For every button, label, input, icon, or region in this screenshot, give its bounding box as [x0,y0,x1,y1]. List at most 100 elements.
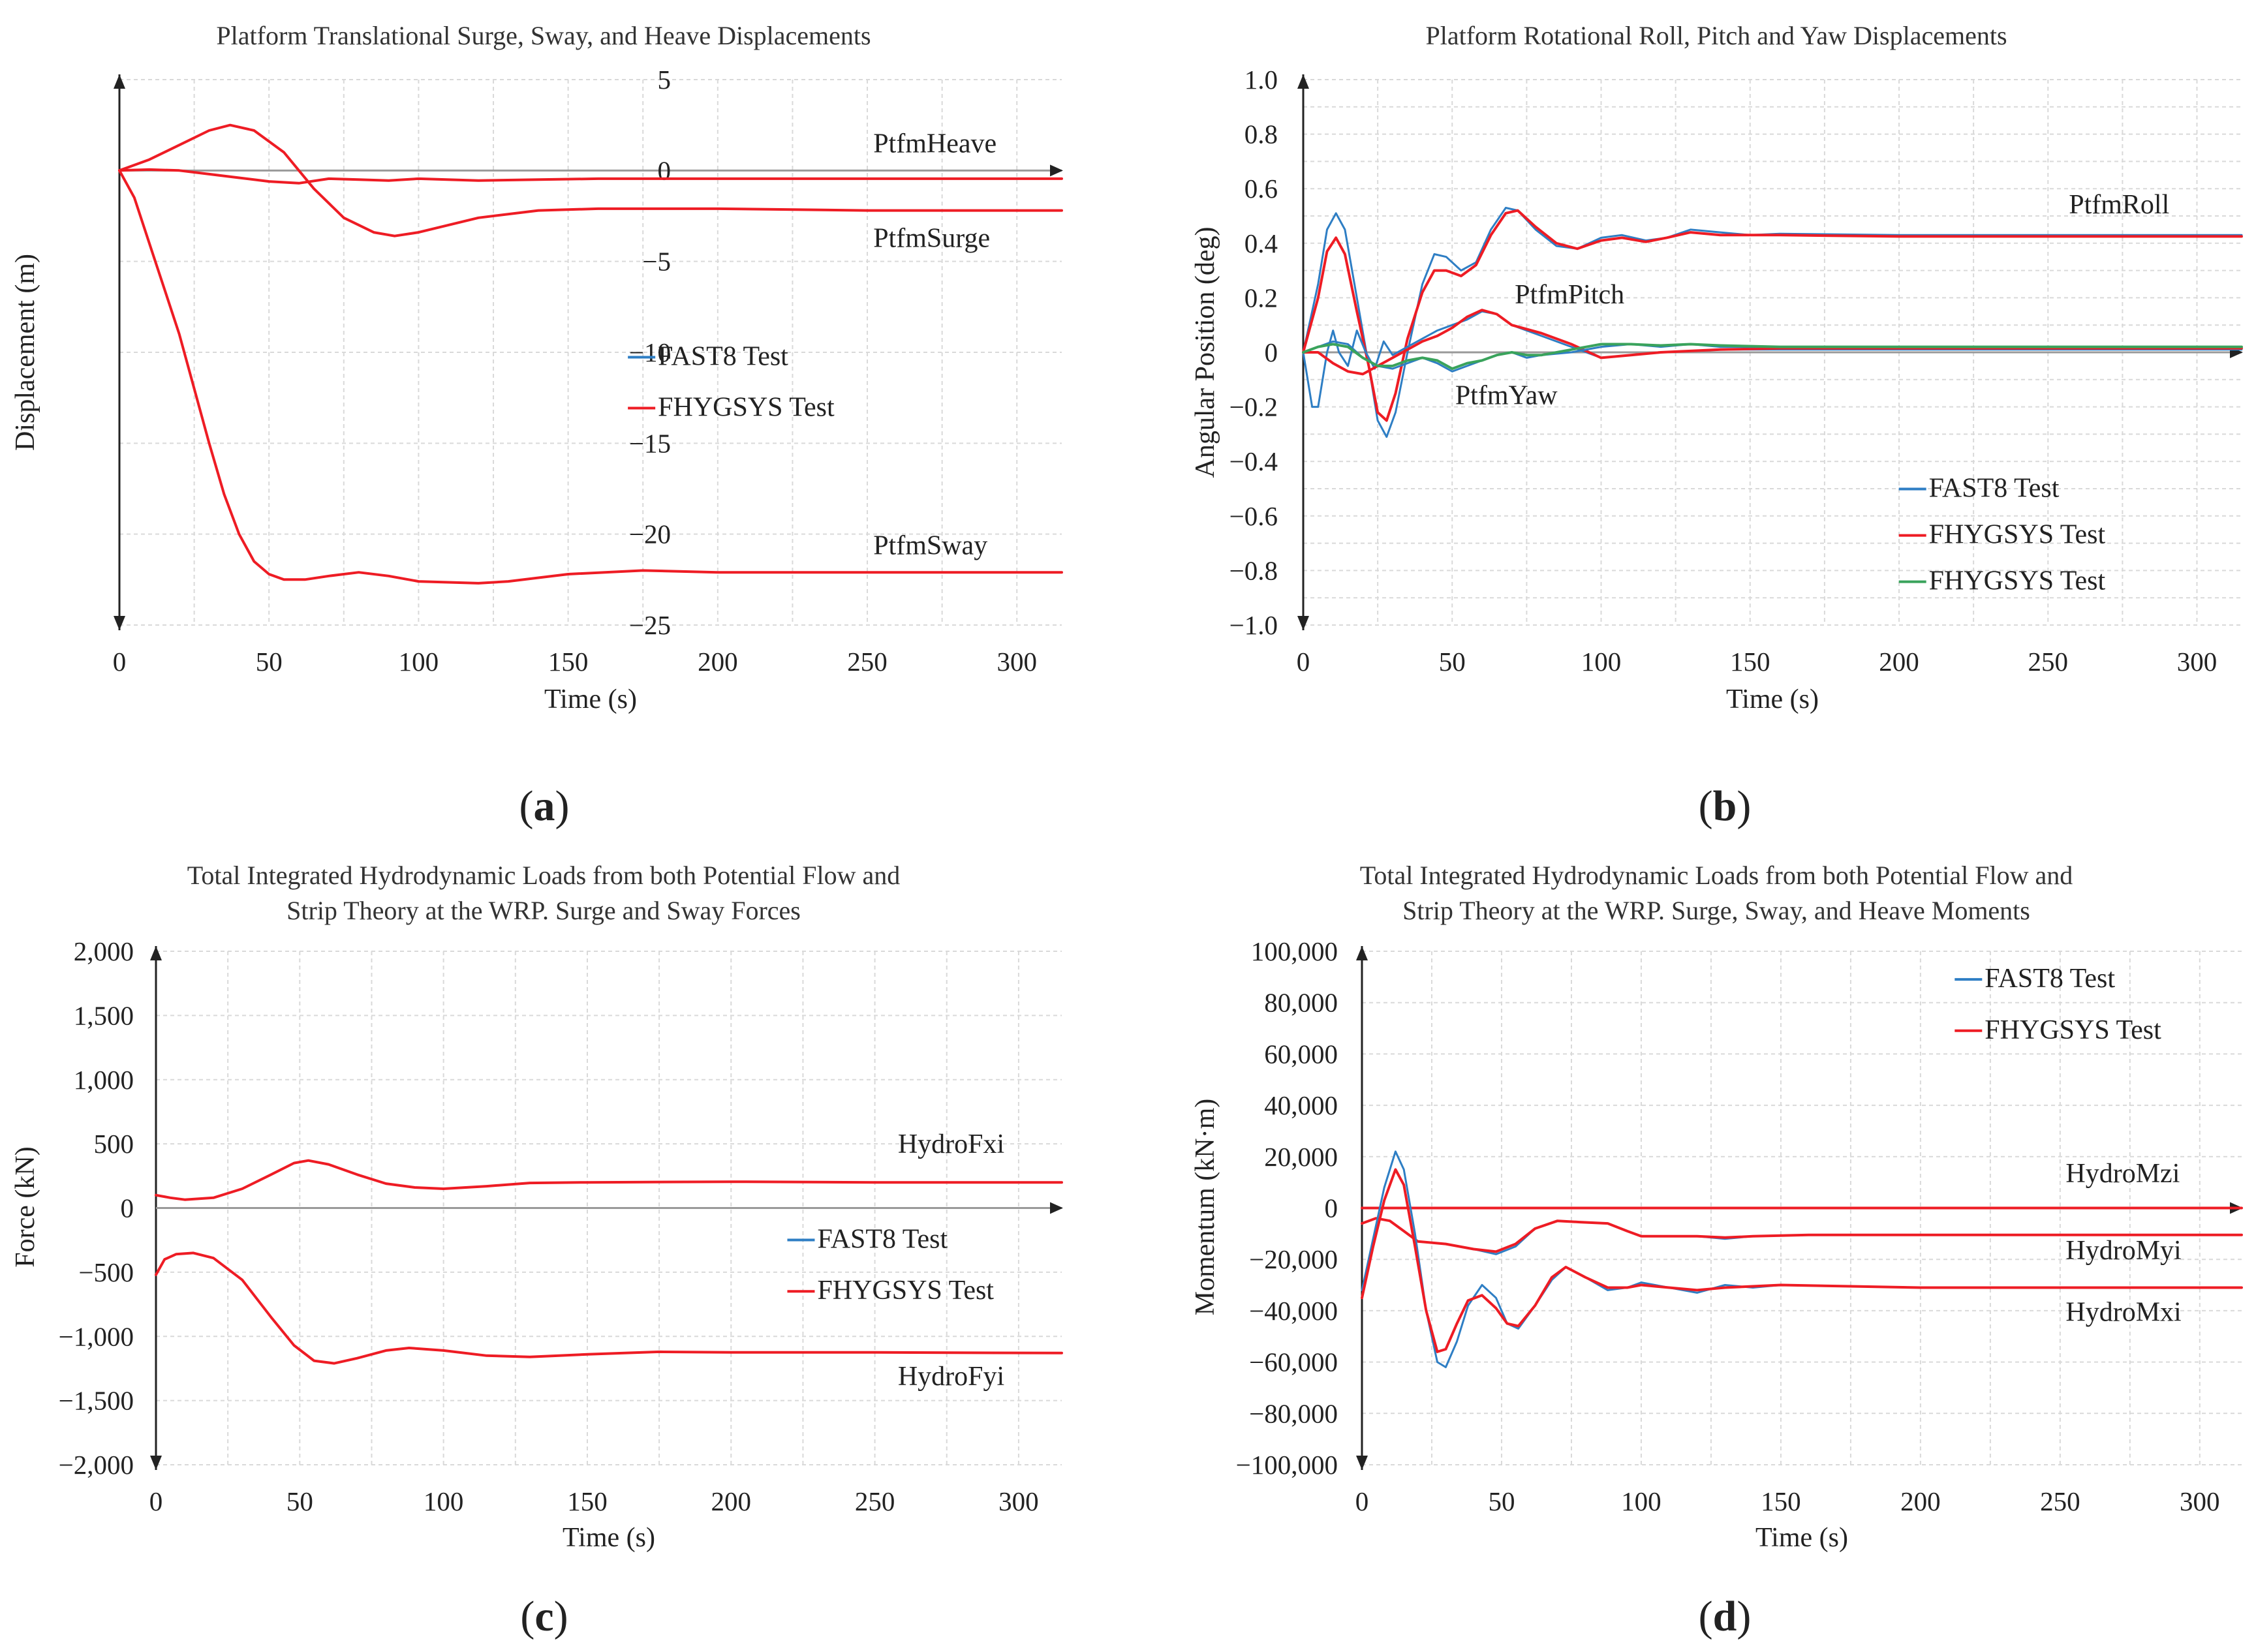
x-tick-label: 50 [1439,647,1466,677]
caption-b-letter: b [1712,782,1737,830]
x-tick-label: 50 [1488,1486,1515,1516]
y-tick-label: 0 [658,155,672,185]
x-tick-label: 150 [548,647,589,677]
series-line-ptfmroll-fhygsys [1302,209,2243,422]
y-tick-label: 0.4 [1244,228,1278,258]
y-tick-label: −0.4 [1229,446,1278,476]
x-tick-label: 0 [149,1486,163,1516]
y-tick-label: −15 [629,428,671,458]
series-annotation: PtfmSway [873,530,987,560]
series-annotation: PtfmYaw [1455,380,1558,410]
y-tick-label: −60,000 [1249,1347,1338,1377]
x-tick-label: 0 [1297,647,1310,677]
series-annotation: PtfmRoll [2069,190,2169,220]
y-tick-label: −500 [78,1257,134,1287]
caption-a-letter: a [533,782,555,830]
series-line-hydrofyi-fast8 [155,1251,1063,1365]
y-tick-label: 0.8 [1244,119,1278,149]
legend-label: FHYGSYS Test [1929,566,2106,596]
x-tick-label: 250 [2028,647,2069,677]
y-tick-label: 100,000 [1251,936,1338,966]
x-axis-arrow [1050,164,1063,177]
series-annotation: HydroFxi [898,1129,1004,1159]
chart-d-plot: Total Integrated Hydrodynamic Loads from… [1190,861,2243,1553]
x-tick-label: 0 [1355,1486,1369,1516]
x-tick-label: 250 [855,1486,895,1516]
y-tick-label: 2,000 [74,936,134,966]
y-tick-label: −0.6 [1229,501,1278,531]
series-line-hydrofxi-fast8 [155,1159,1063,1201]
caption-b-close: ) [1737,782,1752,830]
y-axis-arrow-down [1356,1456,1368,1470]
series-line-ptfmheave-fhygsys [118,168,1063,185]
y-tick-label: −0.2 [1229,392,1278,422]
x-tick-label: 100 [1621,1486,1661,1516]
series-annotation: PtfmHeave [873,129,997,159]
caption-b: (b) [1627,782,1823,831]
y-tick-label: −20 [629,519,671,549]
legend-label: FHYGSYS Test [1929,520,2106,550]
y-axis-arrow-up [1356,946,1368,960]
y-tick-label: 60,000 [1264,1039,1338,1069]
y-tick-label: −5 [642,247,671,277]
y-tick-label: −80,000 [1249,1398,1338,1428]
y-axis-label: Force (kN) [10,1146,40,1267]
x-tick-label: 50 [286,1486,313,1516]
y-tick-label: 0 [1325,1193,1338,1223]
y-axis-arrow-up [114,74,125,89]
x-tick-label: 200 [698,647,738,677]
caption-d: (d) [1627,1592,1823,1642]
y-axis-label: Momentum (kN·m) [1190,1099,1220,1315]
caption-b-open: ( [1698,782,1713,830]
x-tick-label: 200 [1900,1486,1941,1516]
y-tick-label: −1,500 [59,1386,134,1416]
series-annotation: HydroMxi [2065,1298,2181,1328]
series-line-hydrofxi-fhygsys [155,1159,1063,1201]
y-tick-label: 80,000 [1264,988,1338,1018]
caption-a-open: ( [519,782,534,830]
series-line-ptfmpitch-fhygsys [1302,309,2243,376]
legend-label: FAST8 Test [1985,964,2115,994]
caption-c: (c) [446,1592,642,1642]
y-axis-arrow-down [1297,616,1309,630]
series-line-ptfmsway-fhygsys [118,169,1063,585]
y-tick-label: −2,000 [59,1450,134,1480]
x-tick-label: 250 [847,647,888,677]
y-tick-label: 1,000 [74,1065,134,1095]
series-annotation: HydroFyi [898,1362,1004,1392]
legend-label: FHYGSYS Test [817,1276,994,1306]
x-tick-label: 300 [2177,647,2217,677]
legend-label: FHYGSYS Test [1985,1015,2161,1045]
chart-title: Platform Translational Surge, Sway, and … [216,21,871,50]
caption-a: (a) [446,782,642,831]
y-axis-arrow-up [150,946,162,960]
x-tick-label: 150 [567,1486,608,1516]
y-axis-label: Angular Position (deg) [1190,227,1220,478]
series-line-hydromxi-fhygsys [1361,1168,2243,1353]
y-axis-label: Displacement (m) [10,254,40,451]
series-line-hydrofyi-fhygsys [155,1251,1063,1365]
legend-label: FHYGSYS Test [658,393,835,423]
x-tick-label: 150 [1730,647,1770,677]
chart-title: Total Integrated Hydrodynamic Loads from… [187,861,901,890]
chart-title: Strip Theory at the WRP. Surge and Sway … [286,896,801,925]
x-tick-label: 200 [711,1486,752,1516]
y-tick-label: 5 [658,65,672,95]
x-tick-label: 0 [113,647,127,677]
y-tick-label: −0.8 [1229,555,1278,585]
chart-title: Total Integrated Hydrodynamic Loads from… [1360,861,2073,890]
chart-title: Strip Theory at the WRP. Surge, Sway, an… [1402,896,2030,925]
x-tick-label: 100 [399,647,439,677]
series-annotation: PtfmPitch [1515,280,1624,310]
x-axis-label: Time (s) [1726,684,1819,714]
y-axis-arrow-down [114,616,125,630]
caption-d-close: ) [1737,1593,1752,1640]
caption-c-letter: c [534,1593,554,1640]
y-tick-label: −40,000 [1249,1296,1338,1326]
x-tick-label: 300 [2180,1486,2220,1516]
caption-d-letter: d [1712,1593,1737,1640]
legend-label: FAST8 Test [1929,474,2060,504]
x-axis-label: Time (s) [563,1523,655,1553]
y-tick-label: −10 [629,337,671,367]
series-line-ptfmsurge-fhygsys [118,123,1063,237]
